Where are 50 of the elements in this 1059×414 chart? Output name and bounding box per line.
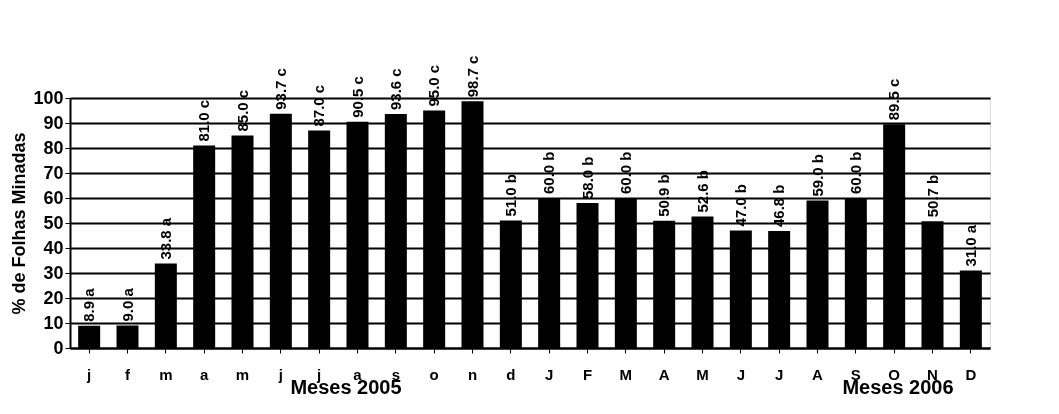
x-tick-label: a: [199, 365, 209, 383]
data-label: 95.0 c: [425, 64, 443, 107]
x-tick-label: J: [736, 365, 746, 383]
data-label: 31.0 a: [961, 224, 979, 267]
data-label: 89.5 c: [885, 78, 903, 121]
x-tick-label: m: [235, 365, 250, 383]
data-label: 93.7 c: [271, 68, 289, 110]
y-tick-label: 10: [43, 312, 64, 333]
data-label: 98.7 c: [463, 55, 481, 98]
data-label: 58.0 b: [578, 156, 596, 199]
data-label: 60.0 b: [846, 151, 864, 194]
x-tick-label: J: [774, 365, 784, 383]
x-tick-label: O: [888, 365, 901, 383]
x-tick-label: M: [696, 365, 709, 383]
y-tick-label: 30: [43, 262, 64, 283]
x-tick-label: J: [544, 365, 554, 383]
data-label: 93.6 c: [386, 68, 404, 110]
data-label: 60.0 b: [540, 151, 558, 194]
x-tick-label: D: [965, 365, 977, 383]
data-label: 85.0 c: [233, 89, 251, 132]
data-label: 50.9 b: [655, 174, 673, 217]
y-tick-label: 0: [53, 337, 64, 358]
data-label: 90.5 c: [348, 76, 366, 118]
data-label: 8.9 a: [80, 287, 98, 322]
data-label: 50.7 b: [923, 174, 941, 218]
x-tick-label: A: [812, 365, 824, 383]
x-tick-label: o: [429, 365, 439, 383]
y-tick-label: 70: [43, 162, 64, 183]
x-tick-label: j: [277, 365, 283, 383]
data-label: 51.0 b: [501, 173, 519, 217]
data-label: 9.0 a: [118, 287, 136, 322]
data-label: 46.8 b: [770, 184, 788, 227]
data-label: 81.0 c: [195, 99, 213, 142]
x-tick-label: j: [86, 365, 92, 383]
x-tick-label: M: [619, 365, 633, 383]
x-tick-label: d: [506, 365, 516, 383]
x-tick-label: n: [467, 365, 478, 383]
y-tick-label: 50: [43, 212, 64, 233]
x-tick-label: f: [125, 365, 131, 383]
x-tick-label: m: [159, 365, 173, 383]
data-label: 60.0 b: [616, 151, 634, 194]
y-tick-label: 90: [43, 112, 64, 133]
y-axis-title: % de Folhas Minadas: [9, 132, 30, 315]
y-tick-label: 100: [33, 87, 64, 108]
x-tick-label: F: [582, 365, 593, 383]
y-tick-label: 40: [43, 237, 64, 258]
y-tick-label: 20: [43, 287, 64, 308]
y-tick-label: 60: [43, 187, 64, 208]
x-tick-label: A: [658, 365, 670, 383]
y-tick-label: 80: [43, 137, 64, 158]
